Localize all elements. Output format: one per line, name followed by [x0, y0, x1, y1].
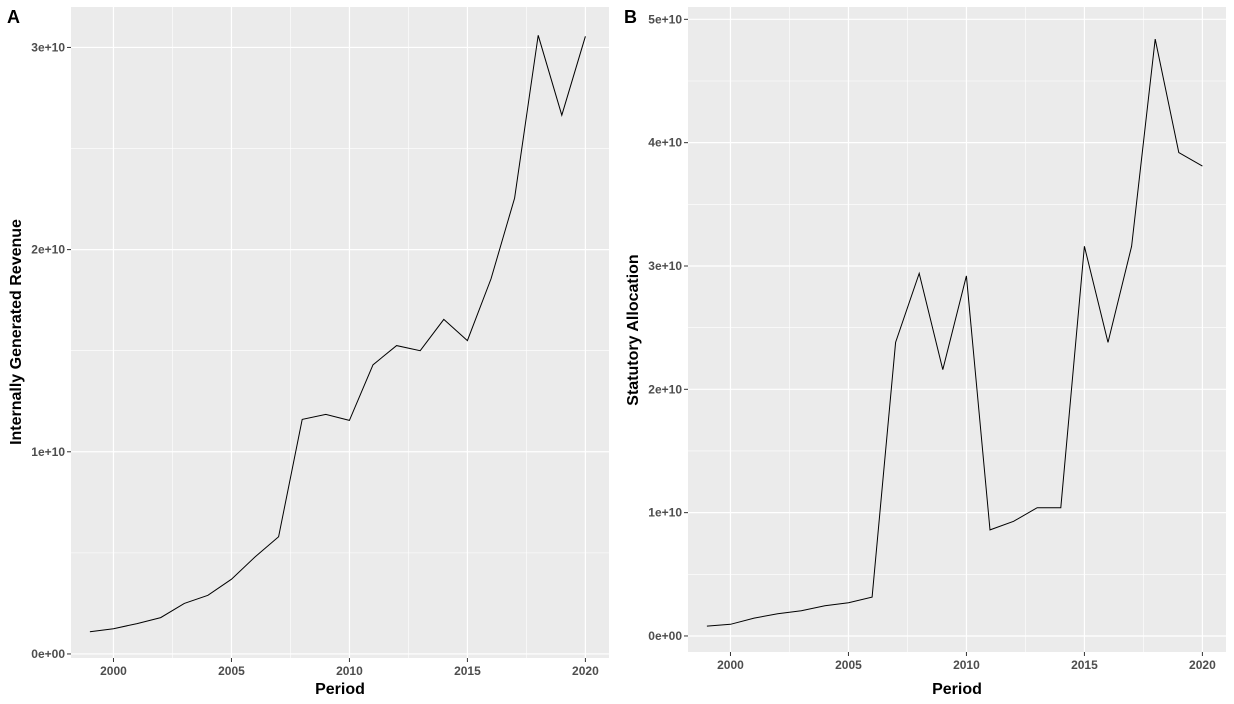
- panel-b-y-ticks: 0e+00 1e+10 2e+10 3e+10 4e+10 5e+10: [648, 12, 688, 643]
- panel-b-x-ticks: 2000 2005 2010 2015 2020: [717, 652, 1216, 672]
- panel-b-x-tick-label: 2010: [953, 658, 980, 672]
- panel-a-y-tick-label: 1e+10: [31, 445, 65, 459]
- panel-a-series-line: [89, 35, 586, 633]
- panel-a-x-ticks: 2000 2005 2010 2015 2020: [100, 658, 599, 678]
- panel-b-x-tick-label: 2000: [717, 658, 744, 672]
- panel-a-x-tick-label: 2010: [336, 664, 363, 678]
- panel-b-y-tick-label: 2e+10: [648, 382, 682, 396]
- panel-b-series-line: [706, 38, 1203, 627]
- panel-b-y-tick-label: 5e+10: [648, 12, 682, 26]
- panel-a-x-tick-label: 2005: [218, 664, 245, 678]
- panel-a-y-ticks: 0e+00 1e+10 2e+10 3e+10: [31, 40, 71, 661]
- panel-a-y-axis-title: Internally Generated Revenue: [8, 219, 25, 445]
- panel-a-x-tick-label: 2000: [100, 664, 127, 678]
- panel-a-x-axis-title: Period: [315, 681, 365, 698]
- panel-a-x-tick-label: 2015: [454, 664, 481, 678]
- panel-b-plot-area: [688, 7, 1226, 652]
- panel-a-tag: A: [7, 7, 20, 27]
- panel-b-x-tick-label: 2015: [1071, 658, 1098, 672]
- panel-b-x-tick-label: 2020: [1189, 658, 1216, 672]
- panel-a-y-tick-label: 3e+10: [31, 40, 65, 54]
- panel-b-gridlines: [688, 7, 1226, 652]
- panel-b-y-tick-label: 3e+10: [648, 259, 682, 273]
- panel-b: B 2000 2005 2010 2015 2020 0e+00 1e+10 2e+10 3e…: [624, 7, 1226, 698]
- panel-a-y-tick-label: 2e+10: [31, 243, 65, 257]
- panel-b-y-tick-label: 1e+10: [648, 506, 682, 520]
- panel-a-y-tick-label: 0e+00: [31, 647, 65, 661]
- panel-b-y-tick-label: 4e+10: [648, 136, 682, 150]
- panel-b-y-tick-label: 0e+00: [648, 629, 682, 643]
- panel-b-x-axis-title: Period: [932, 681, 982, 698]
- panel-a-plot-area: [71, 7, 609, 658]
- panel-b-tag: B: [624, 7, 637, 27]
- panel-b-y-axis-title: Statutory Allocation: [625, 254, 642, 405]
- panel-b-x-tick-label: 2005: [835, 658, 862, 672]
- panel-a-gridlines: [71, 7, 609, 658]
- panel-a: A 2000 2005 2010 2015 2020 0e+00 1e+10 2e+10 3e…: [7, 7, 609, 698]
- panel-a-x-tick-label: 2020: [572, 664, 599, 678]
